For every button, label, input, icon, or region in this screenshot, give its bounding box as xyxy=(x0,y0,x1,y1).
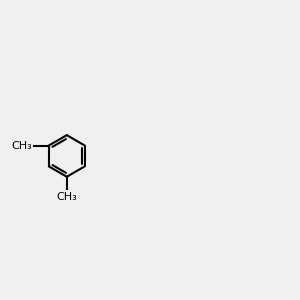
Text: CH₃: CH₃ xyxy=(56,192,77,202)
Text: CH₃: CH₃ xyxy=(12,140,32,151)
